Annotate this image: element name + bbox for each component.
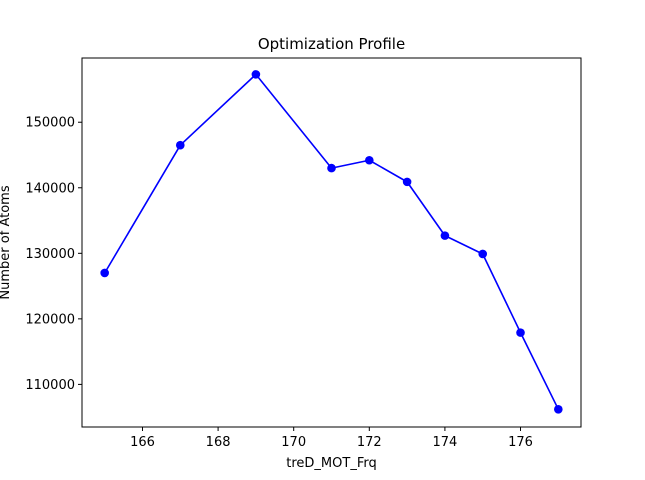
chart-title: Optimization Profile xyxy=(258,35,405,53)
y-tick-label: 110000 xyxy=(25,378,75,393)
series-layer xyxy=(100,70,563,414)
x-axis-ticks: 166 168 170 172 174 176 xyxy=(130,427,533,450)
plot-area xyxy=(82,58,581,427)
x-tick-label: 170 xyxy=(281,435,306,450)
data-point xyxy=(440,231,450,240)
data-point xyxy=(478,249,488,259)
x-tick-label: 168 xyxy=(206,435,231,450)
y-tick-label: 140000 xyxy=(25,181,75,196)
x-axis-label: treD_MOT_Frq xyxy=(286,456,376,471)
x-tick-label: 166 xyxy=(130,435,155,450)
data-point xyxy=(365,155,374,165)
x-tick-label: 174 xyxy=(432,435,457,450)
data-point xyxy=(251,70,261,79)
x-tick-label: 176 xyxy=(508,435,533,450)
data-point xyxy=(516,328,525,337)
data-point xyxy=(327,163,336,173)
data-point xyxy=(554,405,563,414)
y-tick-label: 130000 xyxy=(25,247,75,262)
y-tick-label: 150000 xyxy=(25,116,75,131)
y-tick-label: 120000 xyxy=(25,312,75,327)
y-axis-label: Number of Atoms xyxy=(0,185,13,299)
y-axis-ticks: 110000 120000 130000 140000 150000 xyxy=(25,116,82,393)
series-line xyxy=(103,73,560,410)
x-tick-label: 172 xyxy=(357,435,382,450)
data-point xyxy=(402,177,412,187)
data-point xyxy=(100,268,109,278)
data-point xyxy=(175,140,185,150)
plot-frame xyxy=(81,57,582,428)
